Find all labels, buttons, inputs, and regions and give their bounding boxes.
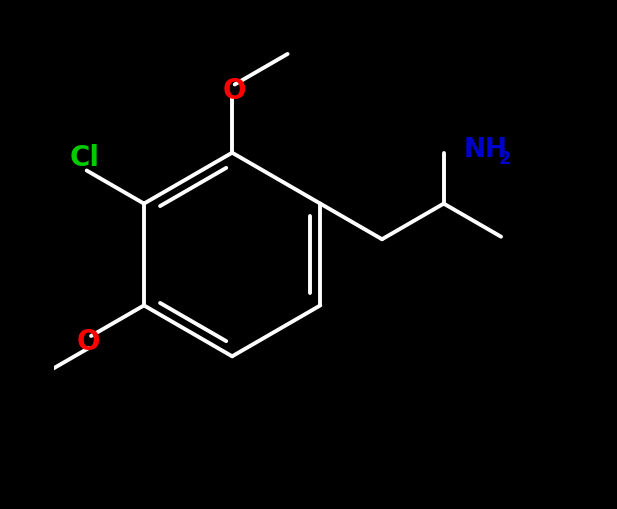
Text: O: O xyxy=(223,76,246,105)
Text: 2: 2 xyxy=(499,150,511,168)
Text: NH: NH xyxy=(464,137,508,163)
Text: O: O xyxy=(77,328,101,356)
Text: Cl: Cl xyxy=(69,144,99,172)
